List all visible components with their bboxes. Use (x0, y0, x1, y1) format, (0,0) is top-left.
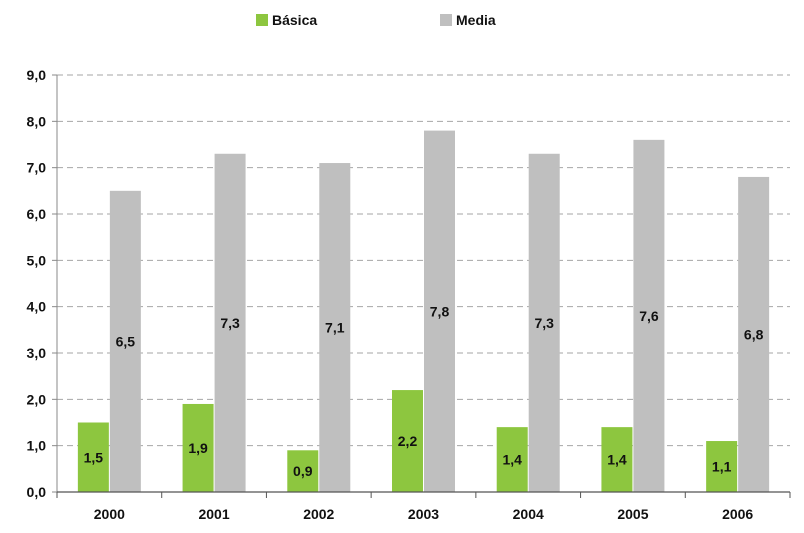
data-label: 7,3 (534, 315, 554, 331)
data-label: 1,4 (607, 452, 627, 468)
data-label: 7,6 (639, 308, 659, 324)
data-label: 7,8 (430, 303, 450, 319)
y-tick-label: 1,0 (27, 438, 47, 454)
data-label: 2,2 (398, 433, 418, 449)
x-tick-label: 2000 (94, 506, 125, 522)
bar-media (738, 176, 770, 492)
y-tick-label: 0,0 (27, 484, 47, 500)
bar-basica (182, 403, 214, 492)
bar-basica (496, 427, 528, 492)
y-tick-label: 7,0 (27, 160, 47, 176)
bar-basica (287, 450, 319, 492)
y-tick-label: 2,0 (27, 391, 47, 407)
y-tick-label: 8,0 (27, 113, 47, 129)
bar-basica (601, 427, 633, 492)
bar-media (214, 153, 246, 492)
data-label: 6,8 (744, 326, 764, 342)
data-label: 6,5 (116, 333, 136, 349)
bar-media (528, 153, 560, 492)
x-tick-label: 2005 (617, 506, 648, 522)
data-label: 0,9 (293, 463, 313, 479)
bar-media (633, 139, 665, 492)
x-tick-label: 2003 (408, 506, 439, 522)
bar-basica (706, 441, 738, 492)
legend-label-basica: Básica (272, 12, 317, 28)
data-label: 1,5 (84, 449, 104, 465)
legend-label-media: Media (456, 12, 496, 28)
bar-media (319, 163, 351, 493)
y-tick-label: 4,0 (27, 299, 47, 315)
data-label: 7,1 (325, 320, 345, 336)
bar-basica (392, 390, 423, 492)
bar-basica (77, 422, 109, 492)
bar-media (424, 130, 455, 492)
legend-swatch-basica (256, 14, 268, 26)
y-tick-label: 6,0 (27, 206, 47, 222)
y-tick-label: 5,0 (27, 252, 47, 268)
data-label: 7,3 (220, 315, 240, 331)
legend-swatch-media (440, 14, 452, 26)
data-label: 1,1 (712, 459, 732, 475)
y-tick-label: 9,0 (27, 67, 47, 83)
bar-media (109, 190, 141, 493)
x-tick-label: 2001 (198, 506, 229, 522)
x-tick-label: 2002 (303, 506, 334, 522)
y-tick-label: 3,0 (27, 345, 47, 361)
data-label: 1,9 (188, 440, 208, 456)
x-tick-label: 2004 (513, 506, 544, 522)
data-label: 1,4 (502, 452, 522, 468)
x-tick-label: 2006 (722, 506, 753, 522)
